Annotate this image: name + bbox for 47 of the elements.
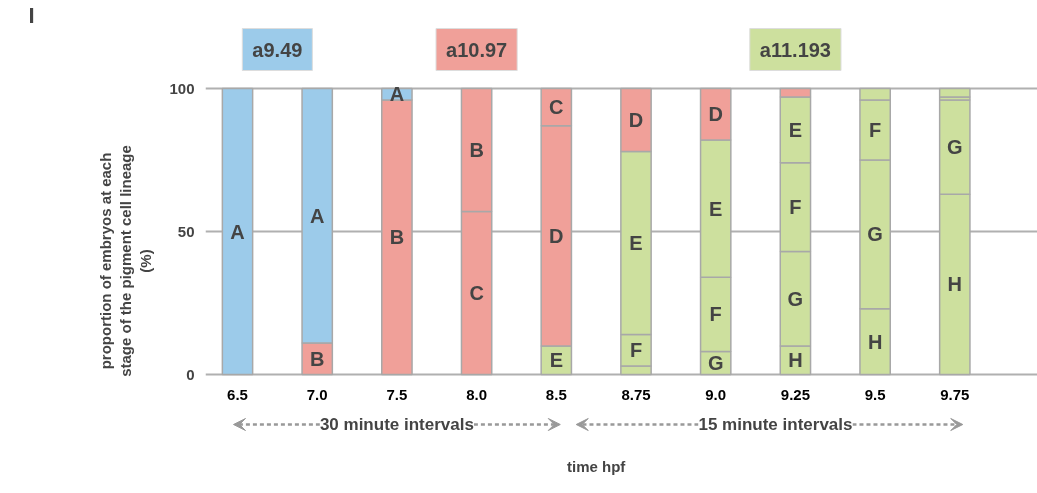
data-label: D: [628, 108, 644, 131]
text: I: [28, 2, 35, 28]
data-label: G: [947, 136, 963, 159]
data-label: B: [309, 347, 325, 370]
data-label: C: [549, 96, 564, 119]
x-tick-label: 8.5: [545, 385, 567, 403]
text: a11.193: [759, 38, 832, 61]
data-label: G: [867, 223, 883, 246]
x-tick-label: 6.5: [227, 385, 248, 403]
text: a10.97: [446, 38, 508, 61]
data-label: F: [868, 118, 882, 141]
data-label: D: [708, 103, 723, 126]
data-label: E: [629, 231, 643, 254]
data-label: D: [549, 224, 564, 247]
data-label: H: [788, 349, 803, 372]
data-label: H: [947, 273, 963, 296]
y-tick-label: 0: [186, 365, 195, 383]
data-label: A: [389, 83, 405, 106]
x-tick-label: 9.25: [780, 385, 811, 403]
x-tick-label: 7.0: [306, 385, 328, 403]
data-label: F: [709, 303, 722, 326]
x-tick-label: 8.0: [466, 385, 488, 403]
data-label: A: [309, 204, 325, 227]
data-label: G: [707, 352, 724, 375]
x-tick-label: 9.5: [864, 385, 886, 403]
text: a9.49: [252, 38, 303, 61]
text: 30 minute intervals: [319, 415, 474, 434]
data-label: B: [389, 226, 405, 249]
data-label: E: [549, 349, 563, 372]
data-label: C: [469, 281, 484, 304]
x-tick-label: 9.0: [705, 385, 727, 403]
data-label: E: [709, 197, 723, 220]
data-label: E: [788, 118, 803, 141]
data-label: H: [867, 330, 883, 353]
x-tick-label: 8.75: [621, 385, 651, 403]
data-label: F: [789, 196, 802, 219]
data-label: G: [787, 287, 804, 310]
y-tick-label: 50: [177, 222, 195, 240]
data-label: B: [469, 138, 484, 161]
y-tick-label: 100: [169, 79, 195, 97]
data-label: A: [230, 220, 245, 243]
y-axis-title: proportion of embryos at each stage of the pigment cell lineage (%): [96, 145, 155, 377]
x-tick-label: 7.5: [386, 385, 408, 403]
x-axis-title: time hpf: [566, 458, 627, 475]
text: 15 minute intervals: [698, 415, 853, 434]
data-label: F: [629, 339, 643, 362]
x-tick-label: 9.75: [940, 385, 970, 403]
